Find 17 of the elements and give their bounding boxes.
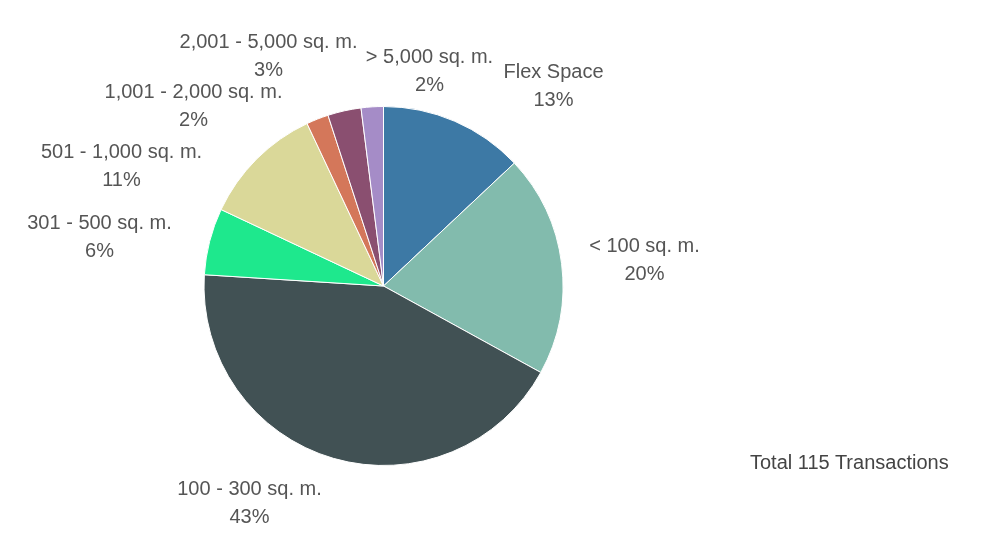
slice-label: 501 - 1,000 sq. m. [40,139,203,162]
data-label: 6% [85,238,115,261]
slice-label: > 5,000 sq. m. [365,44,494,67]
slice-label: 1,001 - 2,000 sq. m. [104,79,283,102]
data-label: 11% [102,167,141,190]
slice-label: 2,001 - 5,000 sq. m. [179,29,358,52]
slice-label: Flex Space [503,59,604,82]
data-label: 3% [254,57,284,80]
text: Total 115 Transactions [750,450,949,473]
data-label: 20% [624,261,665,284]
data-label: 13% [533,87,574,110]
slice-label: 100 - 300 sq. m. [177,476,322,499]
slice-label: 301 - 500 sq. m. [27,210,172,233]
data-label: 43% [229,504,270,527]
slice-label: < 100 sq. m. [589,233,700,256]
data-label: 2% [415,72,445,95]
data-label: 2% [179,107,209,130]
